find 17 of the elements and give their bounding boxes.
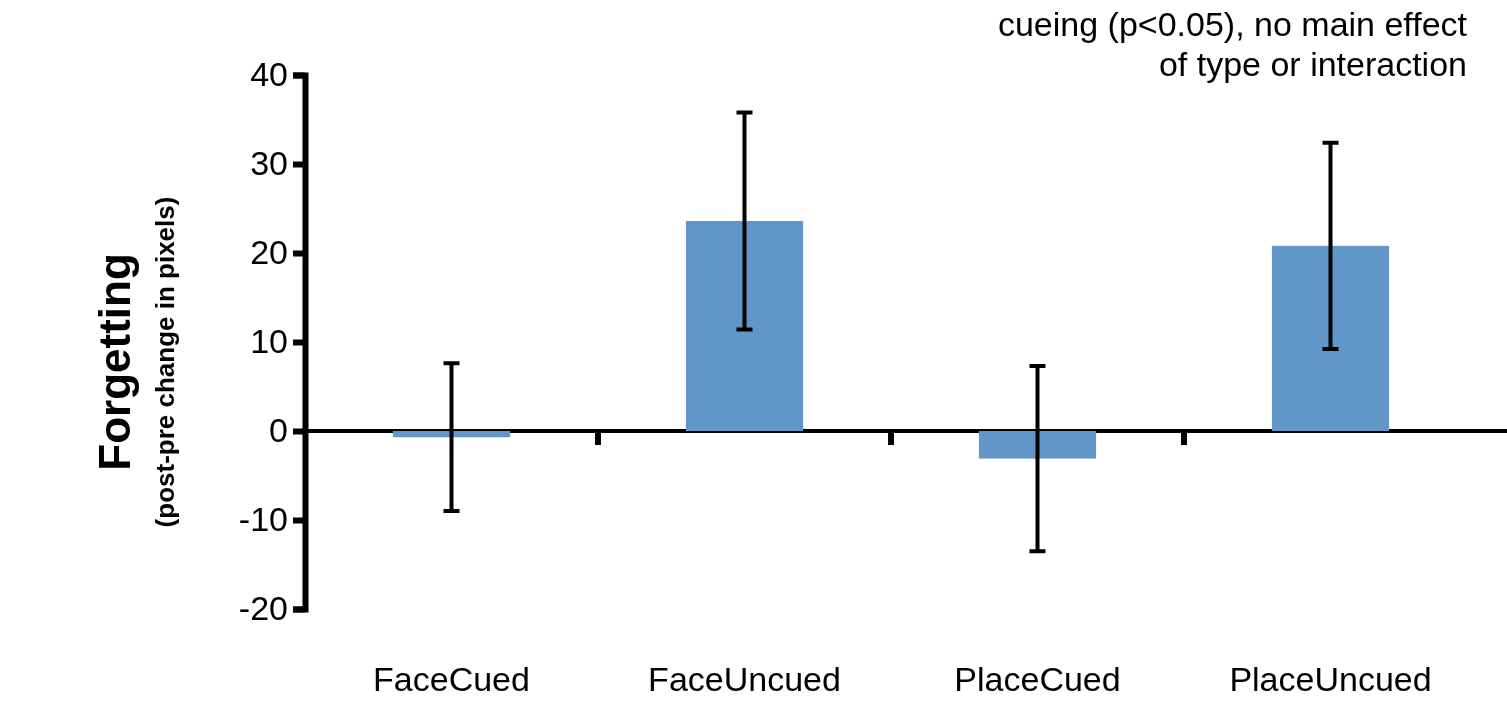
y-tick-label: -10	[238, 500, 288, 539]
annotation: cueing (p<0.05), no main effect of type or interaction	[997, 5, 1468, 83]
bar	[1271, 245, 1390, 431]
y-axis-title: Forgetting (post-pre change in pixels)	[90, 196, 180, 528]
bar	[978, 431, 1097, 459]
y-tick-label: 40	[250, 55, 288, 94]
bar	[685, 220, 804, 431]
bar	[392, 431, 511, 438]
y-tick-label: 30	[250, 144, 288, 183]
x-tick-label: PlaceUncued	[1229, 660, 1432, 698]
x-tick-label: FaceUncued	[648, 660, 841, 698]
y-tick-label: 0	[269, 411, 288, 450]
x-tick-label: FaceCued	[373, 660, 530, 698]
y-tick-label: 10	[250, 322, 288, 361]
x-tick-label: PlaceCued	[954, 660, 1121, 698]
y-tick-label: 20	[250, 233, 288, 272]
y-tick-label: -20	[238, 589, 288, 628]
